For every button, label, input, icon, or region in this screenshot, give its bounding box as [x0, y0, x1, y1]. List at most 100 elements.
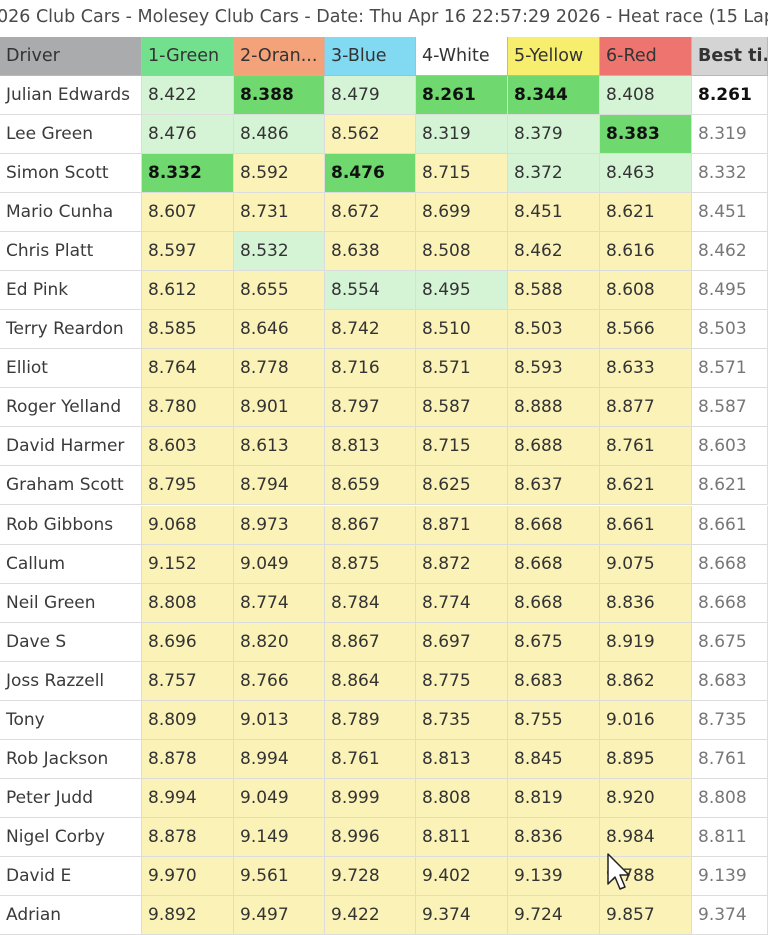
- lap-time: 8.554: [325, 271, 416, 311]
- best-time: 8.261: [692, 76, 768, 116]
- lap-time: 8.999: [325, 778, 416, 818]
- lap-time: 8.809: [142, 700, 234, 740]
- lap-time: 9.892: [142, 895, 234, 935]
- lap-time: 8.495: [416, 271, 508, 311]
- lap-time: 8.867: [325, 622, 416, 662]
- driver-name: Simon Scott: [0, 154, 142, 194]
- lap-time: 8.755: [508, 700, 600, 740]
- lap-time: 9.374: [416, 895, 508, 935]
- driver-name: Tony: [0, 700, 142, 740]
- lap-time: 8.637: [508, 466, 600, 506]
- lap-time: 8.774: [416, 583, 508, 623]
- lap-time: 8.510: [416, 310, 508, 350]
- lap-time: 8.716: [325, 349, 416, 389]
- lap-time: 9.497: [234, 895, 325, 935]
- driver-name: Roger Yelland: [0, 388, 142, 428]
- lap-time: 8.319: [416, 115, 508, 155]
- lap-time: 8.789: [325, 700, 416, 740]
- lap-time: 8.875: [325, 544, 416, 584]
- lap-time: 8.973: [234, 505, 325, 545]
- column-header: 5-Yellow: [508, 37, 600, 76]
- lap-time: 8.603: [142, 427, 234, 467]
- lap-time: 8.562: [325, 115, 416, 155]
- best-time: 8.621: [692, 466, 768, 506]
- lap-time: 9.075: [600, 544, 692, 584]
- best-time: 8.451: [692, 193, 768, 233]
- lap-time: 8.878: [142, 817, 234, 857]
- lap-time: 8.984: [600, 817, 692, 857]
- driver-name: Callum: [0, 544, 142, 584]
- best-time: 8.683: [692, 661, 768, 701]
- driver-name: Neil Green: [0, 583, 142, 623]
- lap-time: 9.422: [325, 895, 416, 935]
- lap-time: 8.593: [508, 349, 600, 389]
- lap-time: 8.919: [600, 622, 692, 662]
- lap-time: 8.836: [508, 817, 600, 857]
- lap-time: 8.486: [234, 115, 325, 155]
- lap-time: 8.659: [325, 466, 416, 506]
- lap-time: 8.587: [416, 388, 508, 428]
- lap-time: 8.592: [234, 154, 325, 194]
- best-time: 8.332: [692, 154, 768, 194]
- lap-time: 8.508: [416, 232, 508, 272]
- lap-time: 8.697: [416, 622, 508, 662]
- lap-time: 8.820: [234, 622, 325, 662]
- lap-time: 8.867: [325, 505, 416, 545]
- lap-time: 8.757: [142, 661, 234, 701]
- driver-name: Joss Razzell: [0, 661, 142, 701]
- lap-time: 8.607: [142, 193, 234, 233]
- lap-time: 8.655: [234, 271, 325, 311]
- lap-time: 8.813: [325, 427, 416, 467]
- mouse-cursor: [607, 853, 630, 890]
- lap-time: 8.625: [416, 466, 508, 506]
- lap-time: 8.761: [600, 427, 692, 467]
- lap-time: 8.451: [508, 193, 600, 233]
- lap-time: 8.383: [600, 115, 692, 155]
- window-title: 026 Club Cars - Molesey Club Cars - Date…: [0, 7, 768, 27]
- driver-name: Mario Cunha: [0, 193, 142, 233]
- lap-time: 8.994: [142, 778, 234, 818]
- lap-time: 8.778: [234, 349, 325, 389]
- driver-name: Lee Green: [0, 115, 142, 155]
- lap-time: 8.774: [234, 583, 325, 623]
- column-header: Driver: [0, 37, 142, 76]
- lap-time: 9.970: [142, 856, 234, 896]
- driver-name: Rob Jackson: [0, 739, 142, 779]
- best-time: 8.808: [692, 778, 768, 818]
- lap-time: 9.068: [142, 505, 234, 545]
- lap-time: 8.675: [508, 622, 600, 662]
- lap-time: 8.668: [508, 583, 600, 623]
- driver-name: Dave S: [0, 622, 142, 662]
- best-time: 8.603: [692, 427, 768, 467]
- column-header: 4-White: [416, 37, 508, 76]
- lap-time: 8.683: [508, 661, 600, 701]
- best-time: 8.735: [692, 700, 768, 740]
- driver-name: Chris Platt: [0, 232, 142, 272]
- lap-time: 8.571: [416, 349, 508, 389]
- lap-time: 8.811: [416, 817, 508, 857]
- driver-name: Nigel Corby: [0, 817, 142, 857]
- driver-name: Peter Judd: [0, 778, 142, 818]
- lap-time: 8.742: [325, 310, 416, 350]
- best-time: 8.462: [692, 232, 768, 272]
- lap-time: 8.731: [234, 193, 325, 233]
- lap-time: 8.862: [600, 661, 692, 701]
- lap-time: 8.661: [600, 505, 692, 545]
- lap-time: 9.857: [600, 895, 692, 935]
- lap-time: 8.696: [142, 622, 234, 662]
- column-header: Best ti...: [692, 37, 768, 76]
- lap-time: 8.877: [600, 388, 692, 428]
- lap-time: 8.616: [600, 232, 692, 272]
- best-time: 8.571: [692, 349, 768, 389]
- lap-time: 8.920: [600, 778, 692, 818]
- lap-time: 8.699: [416, 193, 508, 233]
- lap-time: 9.013: [234, 700, 325, 740]
- lap-time: 8.668: [508, 505, 600, 545]
- column-header: 6-Red: [600, 37, 692, 76]
- lap-time: 8.864: [325, 661, 416, 701]
- lap-time: 8.646: [234, 310, 325, 350]
- lap-time: 9.049: [234, 778, 325, 818]
- best-time: 8.668: [692, 583, 768, 623]
- driver-name: David E: [0, 856, 142, 896]
